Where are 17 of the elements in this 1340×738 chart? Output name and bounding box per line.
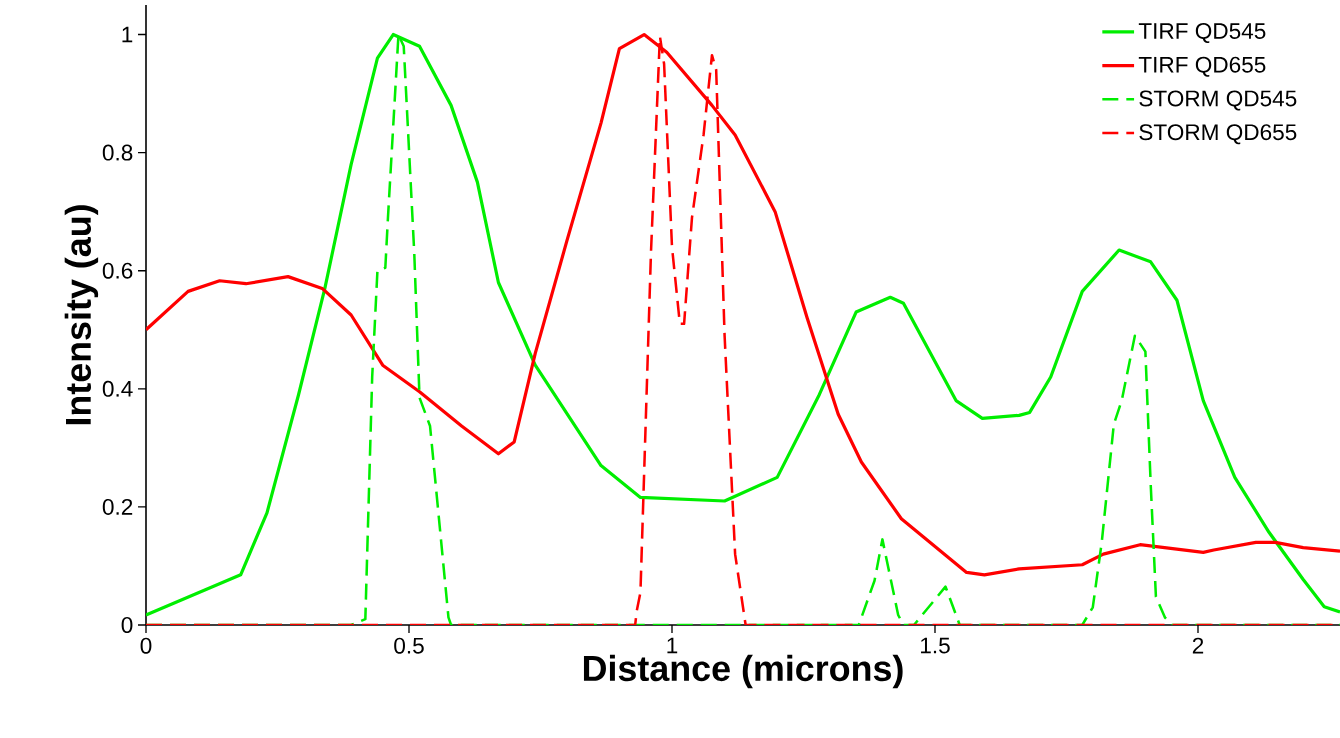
legend-label: TIRF QD655: [1138, 56, 1266, 77]
y-tick-label: 0.8: [102, 144, 133, 161]
x-tick-label: 1: [667, 637, 678, 654]
y-tick-label: 0.2: [102, 498, 133, 515]
x-tick-label: 2: [1192, 637, 1204, 654]
legend-label: STORM QD545: [1139, 90, 1297, 111]
x-tick-label: 1.5: [921, 637, 950, 654]
legend-label: STORM QD655: [1139, 124, 1297, 145]
x-tick-label: 0.5: [394, 637, 424, 654]
x-tick-label: 0: [140, 637, 152, 654]
y-axis-title: Intensity (au): [64, 205, 99, 425]
y-tick-label: 0.4: [102, 380, 133, 397]
y-tick-label: 0.6: [102, 262, 133, 279]
x-axis-title: Distance (microns): [583, 654, 903, 689]
y-tick-label: 1: [122, 26, 133, 43]
legend-label: TIRF QD545: [1138, 22, 1266, 44]
y-tick-label: 0: [121, 617, 133, 633]
